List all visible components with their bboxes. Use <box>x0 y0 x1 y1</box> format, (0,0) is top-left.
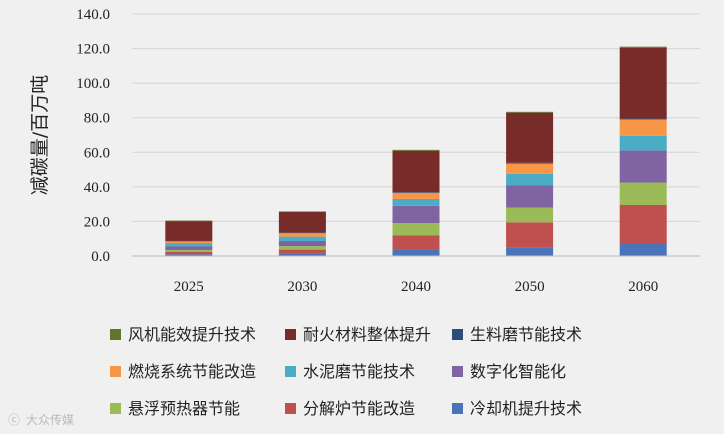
bar-segment <box>506 207 554 223</box>
legend-swatch <box>110 366 121 377</box>
y-tick-label: 100.0 <box>76 76 110 92</box>
x-tick-labels: 2025 2030 2040 2050 2060 <box>174 279 658 295</box>
bar-segment <box>278 211 326 233</box>
bar-segment <box>278 233 326 237</box>
legend-label: 分解炉节能改造 <box>303 399 415 418</box>
legend-swatch <box>285 366 296 377</box>
bar-segment <box>506 163 554 174</box>
bar-segment <box>278 211 326 212</box>
bar-segment <box>392 249 440 256</box>
bar-segment <box>619 46 667 48</box>
bar-segment <box>165 221 213 241</box>
bar-segment <box>506 162 554 164</box>
bar-segment <box>165 243 213 247</box>
bar-segment <box>392 192 440 199</box>
bar-segment <box>278 249 326 254</box>
bar-segment <box>619 182 667 206</box>
bar-segment <box>278 240 326 247</box>
legend-swatch <box>110 403 121 414</box>
legend-swatch <box>452 366 463 377</box>
watermark: ⓒ 大众传媒 <box>8 412 74 427</box>
legend-label: 冷却机提升技术 <box>470 399 582 418</box>
bar-segment <box>165 246 213 250</box>
legend-swatch <box>452 329 463 340</box>
bar-segment <box>619 205 667 244</box>
bar-segment <box>165 251 213 255</box>
x-tick-label: 2050 <box>515 279 545 295</box>
bar-segment <box>506 112 554 163</box>
bar-segment <box>165 241 213 244</box>
bar-segment <box>278 246 326 250</box>
bar-segment <box>506 247 554 256</box>
x-tick-label: 2030 <box>287 279 317 295</box>
bar-segment <box>619 119 667 136</box>
bar-segment <box>165 254 213 256</box>
legend-label: 悬浮预热器节能 <box>128 399 240 418</box>
bar-segment <box>392 198 440 206</box>
y-axis-label: 减碳量/百万吨 <box>29 75 51 195</box>
watermark-icon: ⓒ <box>8 413 20 427</box>
bars <box>165 46 667 256</box>
bar-segment <box>619 118 667 120</box>
x-tick-label: 2040 <box>401 279 431 295</box>
y-tick-label: 0.0 <box>91 249 110 265</box>
legend-label: 耐火材料整体提升 <box>303 325 431 344</box>
bar-segment <box>392 192 440 193</box>
bar-segment <box>278 232 326 234</box>
bar-segment <box>392 235 440 250</box>
bar-segment <box>392 205 440 224</box>
legend-swatch <box>110 329 121 340</box>
bar-segment <box>165 220 213 222</box>
watermark-text: 大众传媒 <box>26 412 74 427</box>
legend-label: 生料磨节能技术 <box>470 325 582 344</box>
bar-segment <box>278 236 326 241</box>
legend-swatch <box>285 329 296 340</box>
bar-segment <box>506 222 554 248</box>
bar-segment <box>392 223 440 236</box>
legend-swatch <box>452 403 463 414</box>
legend-label: 燃烧系统节能改造 <box>128 362 256 381</box>
legend-label: 风机能效提升技术 <box>128 325 256 344</box>
bar-segment <box>165 249 213 252</box>
bar-segment <box>278 253 326 256</box>
x-tick-label: 2060 <box>628 279 658 295</box>
y-tick-label: 40.0 <box>84 180 110 196</box>
bar-segment <box>392 149 440 151</box>
legend-label: 水泥磨节能技术 <box>303 362 415 381</box>
bar-segment <box>619 135 667 151</box>
bar-segment <box>506 173 554 186</box>
y-tick-label: 120.0 <box>76 42 110 58</box>
y-tick-label: 80.0 <box>84 111 110 127</box>
bar-segment <box>619 243 667 256</box>
legend-swatch <box>285 403 296 414</box>
bar-segment <box>506 185 554 208</box>
y-tick-label: 140.0 <box>76 7 110 23</box>
x-tick-label: 2025 <box>174 279 204 295</box>
y-tick-label: 60.0 <box>84 145 110 161</box>
legend-label: 数字化智能化 <box>470 362 566 381</box>
bar-segment <box>619 150 667 183</box>
bar-segment <box>506 111 554 113</box>
bar-segment <box>392 150 440 193</box>
y-tick-labels: 0.0 20.0 40.0 60.0 80.0 100.0 120.0 140.0 <box>76 7 110 265</box>
y-tick-label: 20.0 <box>84 214 110 230</box>
bar-segment <box>619 47 667 119</box>
